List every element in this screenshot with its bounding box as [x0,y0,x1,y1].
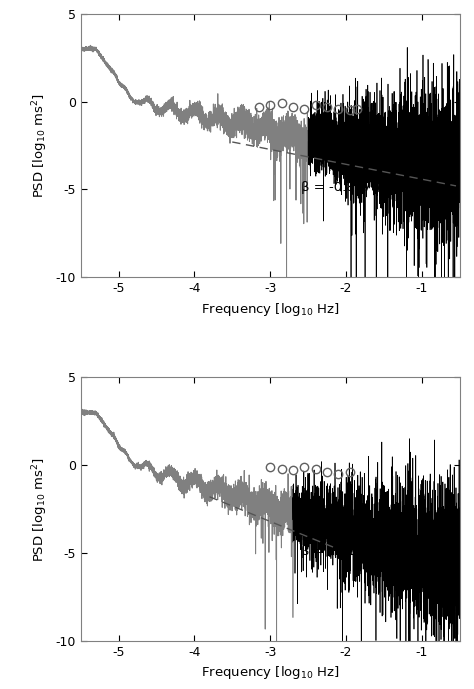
Y-axis label: PSD [log$_{10}$ ms$^2$]: PSD [log$_{10}$ ms$^2$] [30,93,50,198]
Text: β = -1.2880: β = -1.2880 [301,545,380,557]
Text: β = -0.8876: β = -0.8876 [301,181,379,194]
Y-axis label: PSD [log$_{10}$ ms$^2$]: PSD [log$_{10}$ ms$^2$] [30,457,50,562]
X-axis label: Frequency [log$_{10}$ Hz]: Frequency [log$_{10}$ Hz] [201,664,339,681]
X-axis label: Frequency [log$_{10}$ Hz]: Frequency [log$_{10}$ Hz] [201,300,339,318]
